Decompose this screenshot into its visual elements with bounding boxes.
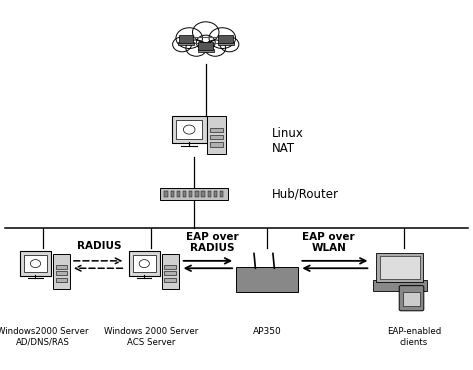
FancyBboxPatch shape (165, 278, 176, 282)
FancyBboxPatch shape (20, 251, 51, 276)
Text: RADIUS: RADIUS (77, 241, 122, 251)
Text: Windows 2000 Server
ACS Server: Windows 2000 Server ACS Server (104, 327, 199, 347)
Circle shape (193, 22, 219, 43)
FancyBboxPatch shape (56, 278, 67, 282)
FancyBboxPatch shape (201, 191, 205, 197)
FancyBboxPatch shape (376, 253, 423, 282)
FancyBboxPatch shape (183, 191, 186, 197)
FancyBboxPatch shape (210, 128, 223, 132)
Circle shape (30, 260, 41, 268)
FancyBboxPatch shape (399, 286, 424, 311)
FancyBboxPatch shape (189, 191, 193, 197)
Text: Windows2000 Server
AD/DNS/RAS: Windows2000 Server AD/DNS/RAS (0, 327, 88, 347)
Text: Hub/Router: Hub/Router (272, 188, 339, 201)
Text: AP350: AP350 (253, 327, 281, 336)
FancyBboxPatch shape (207, 116, 226, 154)
Circle shape (196, 35, 215, 50)
FancyBboxPatch shape (403, 292, 420, 306)
FancyBboxPatch shape (24, 255, 47, 272)
Circle shape (176, 28, 202, 48)
Text: EAP-enabled
clients: EAP-enabled clients (387, 327, 441, 347)
FancyBboxPatch shape (176, 120, 202, 139)
FancyBboxPatch shape (132, 255, 156, 272)
Circle shape (205, 40, 226, 56)
FancyBboxPatch shape (210, 142, 223, 147)
Circle shape (173, 37, 192, 52)
FancyBboxPatch shape (218, 42, 234, 46)
FancyBboxPatch shape (165, 265, 176, 269)
Text: EAP over
WLAN: EAP over WLAN (302, 232, 355, 253)
FancyBboxPatch shape (179, 35, 193, 43)
FancyBboxPatch shape (380, 256, 420, 279)
FancyBboxPatch shape (178, 42, 194, 46)
FancyBboxPatch shape (214, 191, 217, 197)
Circle shape (220, 37, 239, 52)
FancyBboxPatch shape (177, 191, 180, 197)
FancyBboxPatch shape (171, 191, 174, 197)
FancyBboxPatch shape (56, 265, 67, 269)
FancyBboxPatch shape (236, 267, 298, 292)
Text: Linux
NAT: Linux NAT (272, 127, 304, 155)
FancyBboxPatch shape (373, 280, 427, 291)
Circle shape (184, 125, 195, 134)
FancyBboxPatch shape (210, 135, 223, 139)
FancyBboxPatch shape (53, 254, 70, 289)
Text: EAP over
RADIUS: EAP over RADIUS (185, 232, 238, 253)
FancyBboxPatch shape (199, 42, 213, 50)
FancyBboxPatch shape (220, 191, 223, 197)
FancyBboxPatch shape (195, 191, 199, 197)
FancyBboxPatch shape (208, 191, 211, 197)
FancyBboxPatch shape (198, 49, 214, 52)
Circle shape (209, 28, 236, 48)
FancyBboxPatch shape (165, 191, 168, 197)
Circle shape (186, 40, 207, 56)
FancyBboxPatch shape (172, 116, 207, 143)
FancyBboxPatch shape (165, 271, 176, 275)
FancyBboxPatch shape (162, 254, 179, 289)
FancyBboxPatch shape (160, 188, 228, 200)
FancyBboxPatch shape (56, 271, 67, 275)
FancyBboxPatch shape (129, 251, 160, 276)
Circle shape (139, 260, 149, 268)
FancyBboxPatch shape (219, 35, 233, 43)
